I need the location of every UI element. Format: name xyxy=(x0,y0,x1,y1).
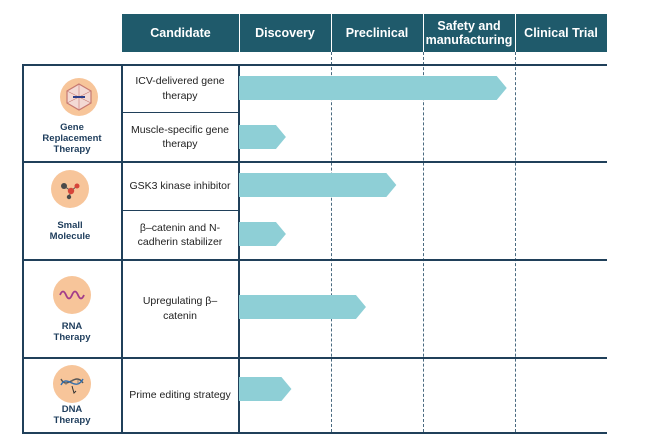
header-separator xyxy=(239,14,240,52)
row-divider xyxy=(121,112,239,113)
candidate-column-border xyxy=(121,64,123,433)
group-border xyxy=(22,259,607,261)
candidate-upregulating-catenin: Upregulating β– catenin xyxy=(142,295,218,322)
header-separator xyxy=(423,14,424,52)
group-border xyxy=(22,64,607,66)
stage-divider xyxy=(515,52,516,432)
header-safety-line2: manufacturing xyxy=(425,33,513,47)
stage-divider xyxy=(423,52,424,432)
header-discovery-label: Discovery xyxy=(255,25,315,40)
group-border xyxy=(22,357,607,359)
stage-divider xyxy=(331,52,332,432)
rna-wave-icon xyxy=(53,276,91,314)
dna-helix-icon xyxy=(53,365,91,403)
header-candidate-label: Candidate xyxy=(150,25,211,40)
header-candidate: Candidate xyxy=(122,14,239,52)
header-separator xyxy=(515,14,516,52)
header-separator xyxy=(331,14,332,52)
virus-capsid-icon xyxy=(60,78,98,116)
group-border xyxy=(22,432,607,434)
group-border xyxy=(22,161,607,163)
candidate-muscle-gene-therapy: Muscle-specific gene therapy xyxy=(130,123,230,150)
type-label-dna: DNA Therapy xyxy=(53,404,91,426)
type-label-gene: Gene Replacement Therapy xyxy=(42,122,102,155)
header-discovery: Discovery xyxy=(239,14,331,52)
header-clinical: Clinical Trial xyxy=(515,14,607,52)
header-safety-line1: Safety and xyxy=(437,18,501,33)
candidate-catenin-stabilizer: β–catenin and N-cadherin stabilizer xyxy=(137,221,223,248)
header-safety: Safety and manufacturing xyxy=(423,14,515,52)
molecule-icon xyxy=(51,170,89,208)
header-preclinical: Preclinical xyxy=(331,14,423,52)
type-label-rna: RNA Therapy xyxy=(53,321,91,343)
candidate-gsk3-inhibitor: GSK3 kinase inhibitor xyxy=(129,179,231,192)
type-label-small-molecule: Small Molecule xyxy=(49,220,91,242)
candidate-column-border xyxy=(238,64,240,433)
header-clinical-label: Clinical Trial xyxy=(524,25,598,40)
header-preclinical-label: Preclinical xyxy=(345,25,409,40)
candidate-prime-editing: Prime editing strategy xyxy=(129,388,231,401)
row-divider xyxy=(121,210,239,211)
left-border xyxy=(22,64,24,433)
candidate-icv-gene-therapy: ICV-delivered gene therapy xyxy=(135,75,225,102)
